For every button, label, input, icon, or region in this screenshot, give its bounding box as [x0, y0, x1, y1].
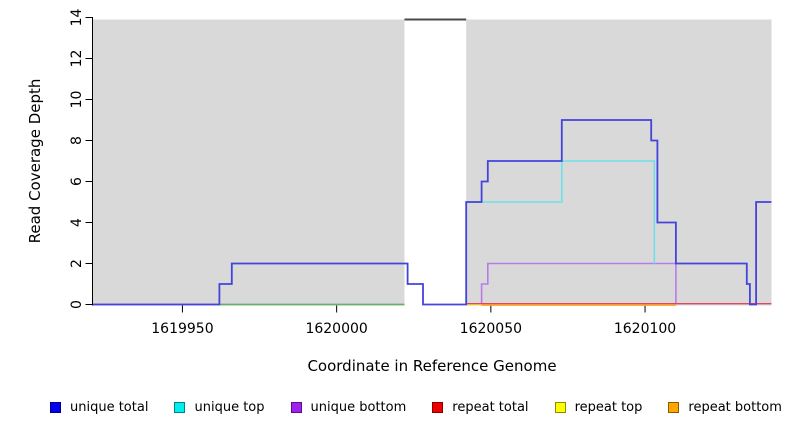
- legend-label: repeat bottom: [688, 399, 782, 415]
- y-tick-label: 8: [69, 136, 85, 145]
- legend-item-repeat-total: repeat total: [432, 399, 529, 415]
- legend-label: unique bottom: [310, 399, 407, 415]
- y-tick-label: 14: [69, 9, 85, 27]
- y-tick-label: 0: [69, 300, 85, 309]
- y-tick-label: 6: [69, 177, 85, 186]
- legend-item-unique-top: unique top: [174, 399, 265, 415]
- legend-swatch-icon: [174, 401, 186, 413]
- legend-item-unique-total: unique total: [50, 401, 148, 414]
- x-tick-label: 1620100: [614, 321, 676, 337]
- legend-swatch-icon: [668, 401, 680, 413]
- y-tick-label: 4: [69, 218, 85, 227]
- y-tick-label: 2: [69, 259, 85, 268]
- x-axis-title: Coordinate in Reference Genome: [307, 357, 556, 375]
- legend-label: unique total: [70, 399, 149, 415]
- legend-item-repeat-top: repeat top: [554, 399, 643, 415]
- legend-swatch-icon: [432, 401, 444, 413]
- y-tick-label: 10: [69, 91, 85, 109]
- contig-region-1: [93, 19, 405, 306]
- legend-label: unique top: [194, 399, 265, 415]
- legend-swatch-icon: [554, 401, 566, 413]
- series-unique-total: [93, 119, 772, 306]
- legend-label: repeat top: [574, 399, 643, 415]
- legend: unique total unique top unique bottom repea…: [50, 398, 782, 416]
- y-tick-label: 12: [69, 50, 85, 68]
- legend-item-repeat-bottom: repeat bottom: [668, 401, 782, 414]
- legend-label: repeat total: [452, 399, 529, 415]
- legend-swatch-icon: [290, 401, 302, 413]
- legend-item-unique-bottom: unique bottom: [290, 399, 407, 415]
- x-tick-label: 1619950: [151, 321, 213, 337]
- legend-swatch-icon: [50, 401, 61, 413]
- y-axis-title: Read Coverage Depth: [26, 79, 44, 244]
- x-tick-label: 1620000: [305, 321, 367, 337]
- x-tick-label: 1620050: [460, 321, 522, 337]
- contig-region-2: [466, 19, 772, 306]
